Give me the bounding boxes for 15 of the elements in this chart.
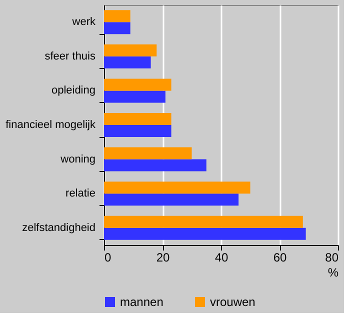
x-tick-label: 40 bbox=[214, 250, 228, 264]
y-tick-label: opleiding bbox=[51, 84, 96, 97]
y-tick-label: sfeer thuis bbox=[44, 50, 96, 62]
x-tick-label: 0 bbox=[104, 250, 112, 264]
y-tick-label: zelfstandigheid bbox=[22, 222, 96, 234]
x-tick-label: 80 bbox=[325, 250, 339, 264]
legend-label: vrouwen bbox=[210, 295, 256, 309]
x-tick-label: 20 bbox=[156, 250, 170, 264]
x-axis-title: % bbox=[328, 266, 339, 280]
y-tick-label: relatie bbox=[66, 188, 96, 200]
y-tick-label: woning bbox=[60, 153, 96, 166]
legend-label: mannen bbox=[120, 295, 164, 309]
y-tick-label: werk bbox=[71, 16, 96, 28]
x-tick-label: 60 bbox=[273, 250, 287, 264]
y-tick-label: financieel mogelijk bbox=[6, 119, 96, 131]
